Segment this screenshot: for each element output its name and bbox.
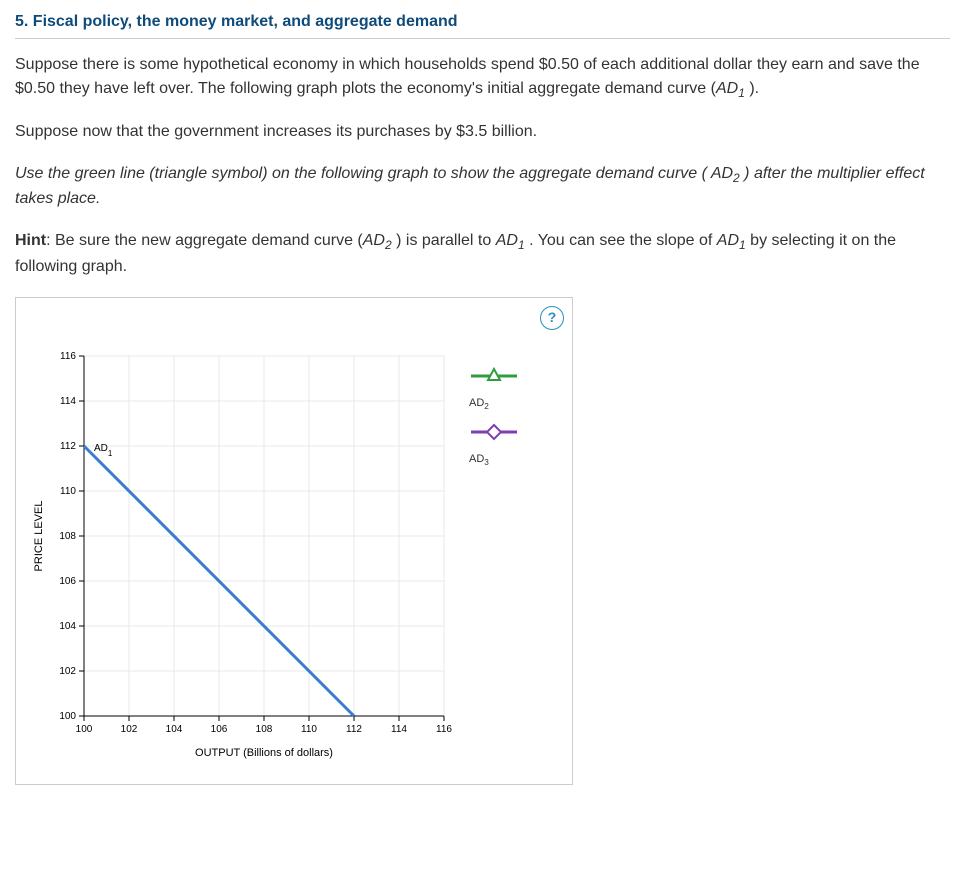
para1-var-base: AD	[716, 80, 738, 97]
para3-var-base: AD	[711, 165, 733, 182]
paragraph-1: Suppose there is some hypothetical econo…	[15, 53, 950, 102]
hint-a: : Be sure the new aggregate demand curve…	[46, 232, 363, 249]
divider	[15, 38, 950, 39]
paragraph-3: Use the green line (triangle symbol) on …	[15, 162, 950, 211]
legend: AD2 AD3	[469, 366, 519, 478]
hint-var-d: AD1	[496, 232, 525, 249]
chart[interactable]: 100 102 104 106 108 110 112 114 116 100 102 104 106 1…	[24, 346, 454, 776]
para3-var-sub: 2	[733, 171, 740, 185]
y-tick-label: 100	[59, 711, 76, 722]
y-tick-label: 114	[60, 396, 76, 407]
x-tick-label: 100	[76, 724, 93, 735]
legend-swatch-ad3	[469, 422, 519, 442]
hint-label: Hint	[15, 232, 46, 249]
y-tick-label: 108	[59, 531, 76, 542]
y-tick-label: 106	[59, 576, 76, 587]
hint-var-f: AD1	[717, 232, 746, 249]
paragraph-2: Suppose now that the government increase…	[15, 120, 950, 144]
hint-d-sub: 1	[518, 239, 525, 253]
legend-swatch-ad2	[469, 366, 519, 386]
y-axis-label: PRICE LEVEL	[33, 500, 45, 571]
y-tick-label: 102	[59, 666, 76, 677]
y-tick-label: 116	[60, 351, 76, 362]
para3-text-a: Use the green line (triangle symbol) on …	[15, 165, 711, 182]
legend-label-ad3: AD3	[469, 451, 519, 470]
x-tick-label: 112	[346, 724, 362, 735]
para1-text-a: Suppose there is some hypothetical econo…	[15, 56, 920, 97]
x-tick-label: 114	[391, 724, 407, 735]
x-axis-label: OUTPUT (Billions of dollars)	[195, 747, 333, 759]
para1-var: AD1	[716, 80, 745, 97]
help-button[interactable]: ?	[540, 306, 564, 330]
legend-item-ad2[interactable]: AD2	[469, 366, 519, 414]
x-tick-label: 110	[301, 724, 317, 735]
hint-b-sub: 2	[385, 239, 392, 253]
hint-c: ) is parallel to	[392, 232, 496, 249]
hint-f-base: AD	[717, 232, 739, 249]
diamond-icon	[487, 425, 501, 439]
hint-f-sub: 1	[739, 239, 746, 253]
x-tick-label: 102	[121, 724, 138, 735]
hint-var-b: AD2	[363, 232, 392, 249]
y-tick-label: 104	[59, 621, 76, 632]
x-tick-label: 116	[436, 724, 452, 735]
para1-var-sub: 1	[738, 86, 745, 100]
para1-text-c: ).	[745, 80, 759, 97]
line-label-ad1: AD1	[94, 443, 113, 458]
y-tick-label: 110	[60, 486, 76, 497]
graph-panel: ? 10010210410610811011211411610010210410…	[15, 297, 573, 785]
x-tick-label: 108	[256, 724, 273, 735]
para3-var: AD2	[711, 165, 740, 182]
x-tick-label: 106	[211, 724, 228, 735]
question-title: 5. Fiscal policy, the money market, and …	[15, 10, 950, 34]
hint-e: . You can see the slope of	[525, 232, 717, 249]
legend-label-ad2: AD2	[469, 395, 519, 414]
y-tick-label: 112	[60, 441, 76, 452]
hint-b-base: AD	[363, 232, 385, 249]
x-tick-label: 104	[166, 724, 183, 735]
hint-paragraph: Hint: Be sure the new aggregate demand c…	[15, 229, 950, 278]
legend-item-ad3[interactable]: AD3	[469, 422, 519, 470]
hint-d-base: AD	[496, 232, 518, 249]
